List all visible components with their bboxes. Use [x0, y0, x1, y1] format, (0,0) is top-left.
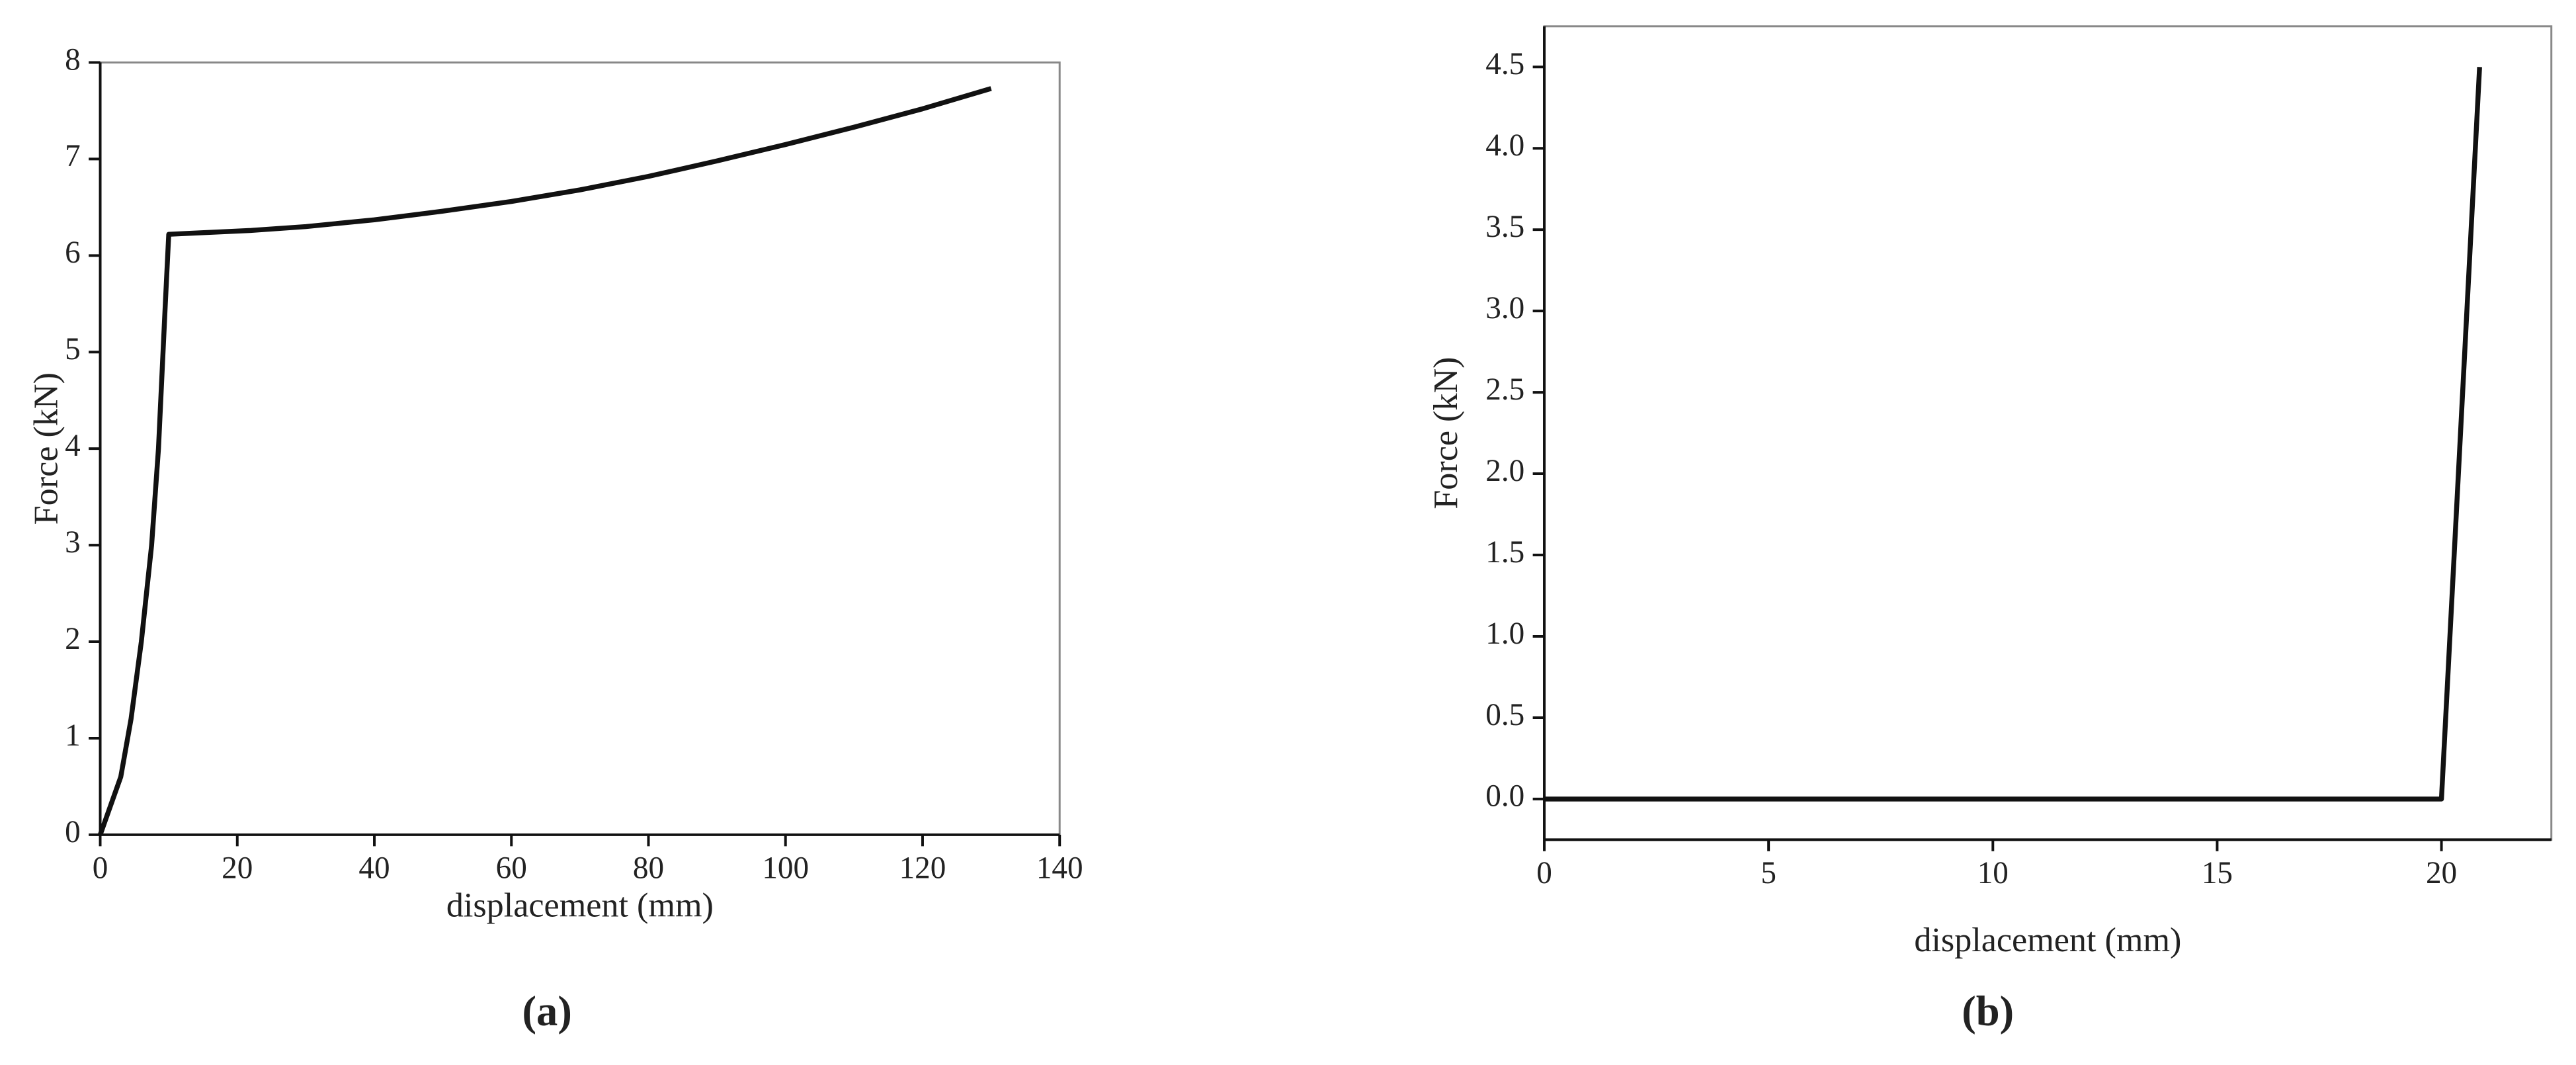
- x-tick-label: 5: [1761, 856, 1776, 890]
- y-tick-label: 1.0: [1485, 617, 1524, 651]
- y-tick-label: 6: [65, 235, 81, 270]
- y-tick-label: 1: [65, 718, 81, 753]
- y-tick-label: 4.0: [1485, 128, 1524, 163]
- x-tick-label: 20: [2426, 856, 2457, 890]
- y-tick-label: 3.0: [1485, 291, 1524, 325]
- plot-frame: [99, 61, 1061, 836]
- y-tick-label: 2.5: [1485, 372, 1524, 407]
- x-tick-label: 100: [762, 851, 809, 885]
- y-tick-label: 3: [65, 525, 81, 560]
- y-tick-label: 0.0: [1485, 779, 1524, 814]
- caption: (b): [1962, 987, 2014, 1035]
- y-tick-label: 7: [65, 139, 81, 173]
- caption: (a): [522, 987, 572, 1035]
- y-tick-label: 4.5: [1485, 47, 1524, 81]
- y-tick-label: 0.5: [1485, 698, 1524, 732]
- x-tick-label: 40: [358, 851, 390, 885]
- x-axis-title: displacement (mm): [1914, 921, 2181, 959]
- x-tick-label: 140: [1036, 851, 1083, 885]
- data-line: [1544, 67, 2482, 802]
- y-tick-label: 5: [65, 332, 81, 366]
- x-tick-label: 80: [633, 851, 664, 885]
- x-tick-label: 0: [1536, 856, 1552, 890]
- y-tick-label: 0: [65, 815, 81, 849]
- x-axis-title: displacement (mm): [446, 887, 714, 925]
- x-tick-label: 0: [93, 851, 108, 885]
- y-tick-label: 2.0: [1485, 454, 1524, 488]
- data-line: [98, 86, 992, 836]
- y-axis-title: Force (kN): [27, 372, 65, 525]
- y-tick-label: 2: [65, 622, 81, 656]
- y-axis-title: Force (kN): [1427, 357, 1465, 509]
- plot-frame: [1543, 25, 2553, 841]
- y-tick-label: 3.5: [1485, 210, 1524, 244]
- y-tick-label: 4: [65, 429, 81, 463]
- y-tick-label: 8: [65, 42, 81, 77]
- x-tick-label: 60: [496, 851, 527, 885]
- x-tick-label: 20: [222, 851, 253, 885]
- x-tick-label: 15: [2202, 856, 2233, 890]
- y-tick-label: 1.5: [1485, 535, 1524, 570]
- x-tick-label: 120: [899, 851, 946, 885]
- x-tick-label: 10: [1977, 856, 2009, 890]
